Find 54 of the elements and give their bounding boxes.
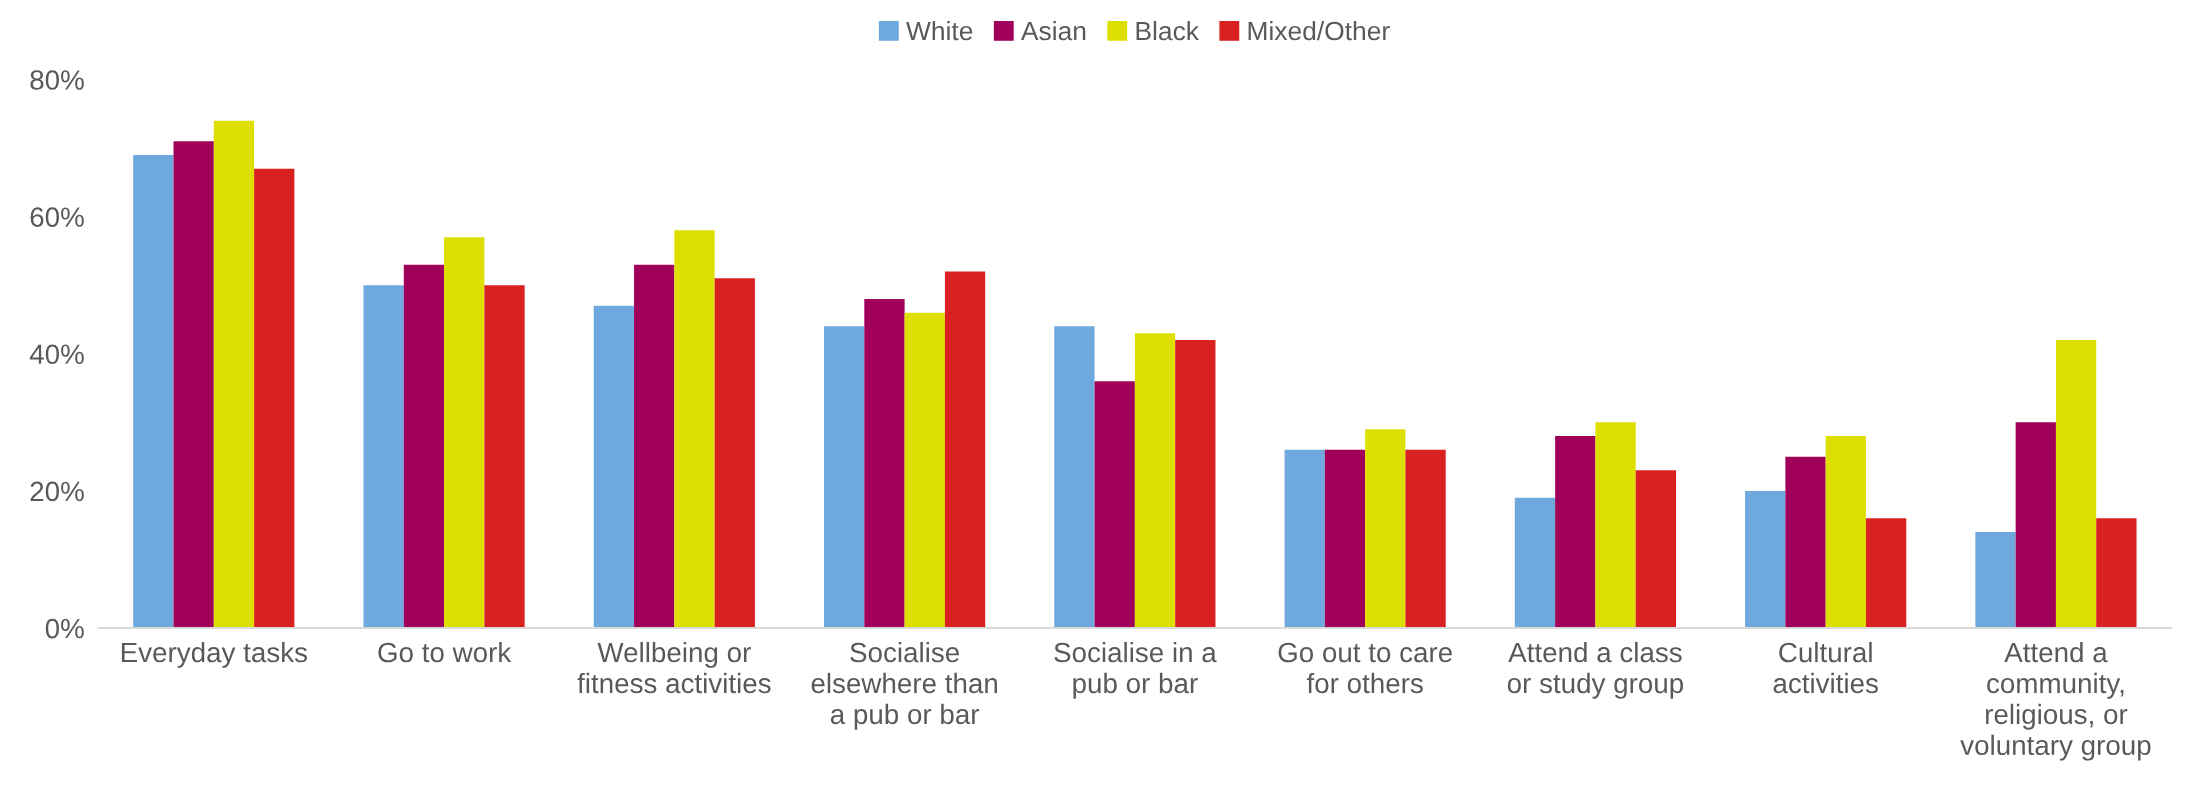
y-tick-label: 20% (30, 481, 84, 502)
bar (1365, 429, 1406, 629)
legend-label: Mixed/Other (1248, 20, 1390, 41)
bar (2096, 518, 2137, 629)
bar (1595, 422, 1636, 629)
bar (2015, 422, 2056, 629)
bar (714, 278, 755, 629)
bar (133, 154, 174, 629)
bar (1785, 456, 1826, 629)
bar (944, 271, 986, 629)
bar (904, 312, 945, 629)
x-tick-label: Cultural activities (1773, 641, 1878, 694)
x-tick-label: Attend a class or study group (1507, 641, 1684, 699)
bar (1865, 518, 1907, 629)
bar (1054, 326, 1095, 629)
x-tick-label: Everyday tasks (121, 641, 307, 668)
x-tick-label: Go out to care for others (1278, 642, 1452, 694)
bar (674, 230, 715, 629)
legend-label: White (906, 20, 973, 41)
legend-label: Black (1136, 20, 1199, 41)
bar (1745, 490, 1786, 629)
bar (634, 264, 675, 629)
bar (1555, 436, 1596, 629)
bar (403, 264, 445, 629)
bar (824, 326, 865, 629)
bar (1975, 532, 2016, 629)
bar (593, 305, 635, 629)
y-tick-label: 60% (30, 207, 84, 227)
y-tick-label: 80% (30, 70, 84, 90)
x-tick-label: Socialise in a pub or bar (1054, 641, 1217, 699)
x-tick-label: Go to work (378, 641, 512, 663)
bar (173, 141, 214, 629)
bar (1324, 449, 1366, 629)
bar (254, 168, 295, 629)
bar (363, 285, 404, 629)
bar (1175, 340, 1216, 629)
bar (864, 298, 905, 629)
x-tick-label: Socialise elsewhere than a pub or bar (811, 641, 998, 730)
y-tick-label: 40% (29, 344, 84, 365)
bar (1405, 449, 1446, 629)
y-tick-label: 0% (45, 618, 84, 639)
bar (1284, 449, 1325, 629)
bar (1635, 470, 1676, 629)
bar (1094, 381, 1135, 629)
bar (444, 237, 485, 629)
bar (1514, 497, 1556, 629)
bar (213, 120, 255, 629)
bar (484, 285, 525, 629)
legend-label: Asian (1020, 20, 1086, 41)
x-tick-label: Attend a community, religious, or voluntary group (1960, 641, 2151, 761)
bar (1825, 436, 1866, 629)
bar (2055, 340, 2097, 629)
x-tick-label: Wellbeing or fitness activities (577, 641, 771, 694)
bar (1134, 333, 1176, 629)
